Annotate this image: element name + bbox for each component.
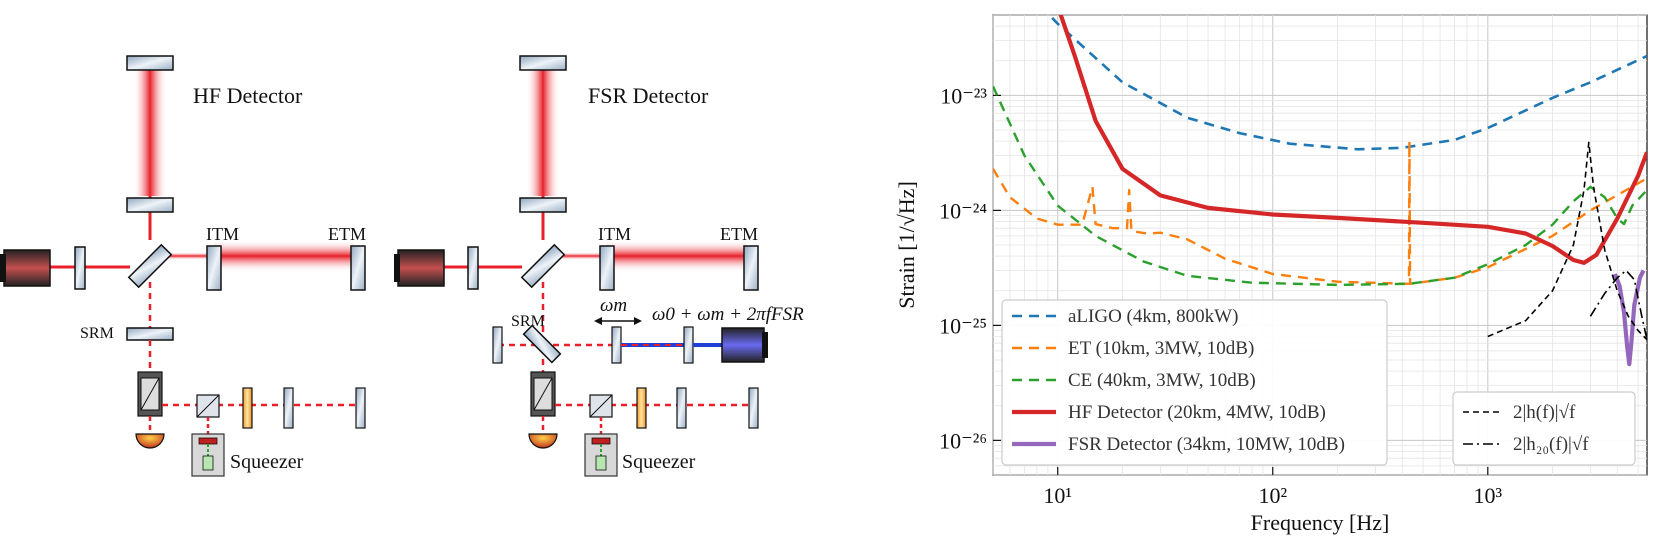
hf-beamsplitter (127, 243, 173, 289)
legend-label: ET (10km, 3MW, 10dB) (1068, 338, 1254, 359)
y-axis-label: Strain [1/√Hz] (894, 181, 919, 309)
fsr-pump-mirror-2 (683, 326, 694, 364)
hf-squeezer-filter-optic (242, 387, 253, 429)
hf-srm-mirror (126, 327, 174, 341)
hf-vertical-itm-mirror (126, 197, 174, 213)
y-tick-label: 10⁻²⁶ (939, 428, 987, 453)
hf-srm-label: SRM (80, 325, 114, 342)
legend-secondary-box (1452, 391, 1636, 466)
strain-sensitivity-chart: 10¹ 10² 10³ 10⁻²⁶ 10⁻²⁵ 10⁻²⁴ 10⁻²³ Frequency … (894, 14, 1648, 535)
legend-label: 2|h₂₀(f)|√f (1513, 434, 1589, 455)
legend-box (1001, 299, 1388, 466)
fsr-laser (397, 249, 445, 287)
axis-ticks: 10¹ 10² 10³ 10⁻²⁶ 10⁻²⁵ 10⁻²⁴ 10⁻²³ (939, 83, 1502, 508)
fsr-pump-mirror-1 (611, 326, 622, 364)
legend-label: HF Detector (20km, 4MW, 10dB) (1068, 402, 1326, 423)
y-tick-label: 10⁻²⁵ (939, 313, 987, 338)
fsr-vertical-itm-mirror (519, 197, 567, 213)
fsr-top-mirror (519, 55, 567, 71)
fsr-pump-laser (721, 327, 765, 363)
hf-etm-mirror (350, 245, 366, 291)
fsr-filter-cavity-input (676, 387, 687, 429)
hf-input-mirror (74, 246, 86, 290)
fsr-etm-label: ETM (720, 224, 758, 244)
hf-filter-cavity-end (355, 387, 366, 429)
hf-detector-diagram: HF Detector ITM ETM SRM Squeezer (0, 55, 366, 477)
legend-label: 2|h(f)|√f (1513, 402, 1576, 423)
hf-laser (3, 249, 51, 287)
fsr-itm-label: ITM (598, 224, 631, 244)
x-axis-label: Frequency [Hz] (1251, 510, 1390, 535)
fsr-etm-mirror (743, 245, 759, 291)
grid (992, 14, 1647, 476)
fsr-title: FSR Detector (588, 83, 709, 108)
hf-photodetector (135, 433, 165, 449)
series-line-0 (1047, 15, 1647, 151)
hf-itm-mirror (206, 245, 222, 291)
y-tick-label: 10⁻²⁴ (939, 198, 987, 223)
fsr-photodetector (528, 433, 558, 449)
omega-m-label: ωm (600, 295, 627, 316)
fsr-srm-label: SRM (511, 313, 545, 330)
series-line-3 (1058, 15, 1647, 265)
fsr-squeezer-label: Squeezer (622, 451, 696, 473)
legend-secondary: 2|h(f)|√f 2|h₂₀(f)|√f (1452, 391, 1636, 466)
fsr-itm-mirror (599, 245, 615, 291)
series-line-6 (1589, 269, 1647, 340)
legend-label: aLIGO (4km, 800kW) (1068, 306, 1238, 327)
hf-title: HF Detector (193, 83, 303, 108)
fsr-input-mirror (467, 246, 479, 290)
x-tick-label: 10² (1258, 483, 1287, 508)
series-line-2 (993, 85, 1647, 287)
series-line-4 (1612, 269, 1646, 367)
pump-frequency-label: ω0 + ωm + 2πfFSR (652, 304, 804, 325)
legend-label: CE (40km, 3MW, 10dB) (1068, 370, 1256, 391)
fsr-srm-mirror (522, 324, 562, 364)
fsr-squeezer-filter-optic (636, 387, 647, 429)
series-group (993, 15, 1647, 367)
hf-etm-label: ETM (328, 224, 366, 244)
hf-top-mirror (126, 55, 174, 71)
fsr-filter-cavity-end (748, 387, 759, 429)
fsr-detector-diagram: FSR Detector ITM ETM SRM Squeezer ωm ω0 … (394, 55, 804, 477)
hf-filter-cavity-input (283, 387, 294, 429)
fsr-beamsplitter (520, 243, 566, 289)
series-line-5 (1487, 141, 1647, 341)
x-tick-label: 10¹ (1043, 483, 1072, 508)
legend-label: FSR Detector (34km, 10MW, 10dB) (1068, 434, 1345, 455)
y-tick-label: 10⁻²³ (940, 83, 987, 108)
fsr-srm-input (492, 326, 503, 364)
legend: aLIGO (4km, 800kW) ET (10km, 3MW, 10dB) CE… (1001, 299, 1388, 466)
series-line-1 (993, 139, 1647, 285)
hf-squeezer-label: Squeezer (230, 451, 304, 473)
hf-itm-label: ITM (206, 224, 239, 244)
x-tick-label: 10³ (1473, 483, 1502, 508)
